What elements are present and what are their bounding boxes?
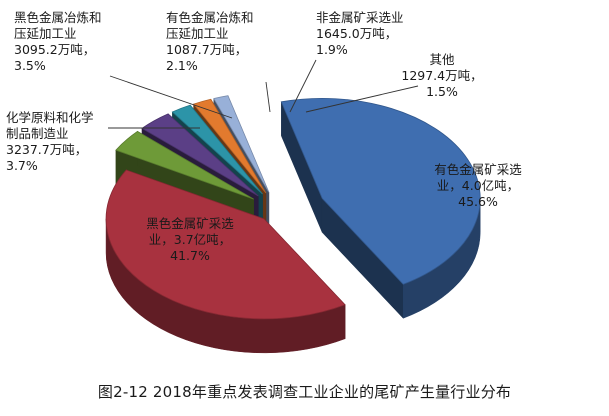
leader-line	[109, 75, 233, 119]
slice-label-line: 1087.7万吨，	[166, 42, 247, 57]
leader-line	[265, 81, 271, 113]
slice-label-line: 41.7%	[170, 248, 210, 263]
figure-caption: 图2-12 2018年重点发表调查工业企业的尾矿产生量行业分布	[97, 383, 512, 401]
slice-label-line: 有色金属矿采选	[434, 162, 522, 177]
slice-label-1: 有色金属矿采选业，4.0亿吨， 45.6%	[434, 162, 522, 209]
slice-label-line: 压延加工业	[166, 26, 229, 41]
slice-label-2: 黑色金属矿采选业，3.7亿吨， 41.7%	[146, 216, 234, 263]
slice-label-6: 非金属矿采选业 1645.0万吨， 1.9%	[316, 10, 404, 57]
slice-label-line: 黑色金属矿采选	[146, 216, 234, 231]
slice-label-line: 1.5%	[426, 84, 458, 99]
slice-label-line: 业，4.0亿吨，	[437, 178, 519, 193]
pie-slice-3	[115, 130, 254, 200]
pie-slice-6	[192, 98, 267, 194]
slice-label-line: 1645.0万吨，	[316, 26, 397, 41]
pie-slice-5	[171, 104, 263, 195]
slice-label-7: 其他 1297.4万吨， 1.5%	[401, 52, 482, 99]
slice-label-5: 有色金属冶炼和压延加工业 1087.7万吨， 2.1%	[166, 10, 254, 73]
slice-label-line: 化学原料和化学	[6, 110, 94, 125]
pie-slice-2	[105, 169, 346, 320]
slice-label-line: 3237.7万吨，	[6, 142, 87, 157]
slice-label-line: 有色金属冶炼和	[166, 10, 254, 25]
pie-slice-1	[280, 98, 481, 285]
slice-label-line: 业，3.7亿吨，	[149, 232, 231, 247]
slice-label-line: 压延加工业	[14, 26, 77, 41]
leader-line	[305, 85, 419, 113]
slice-label-line: 黑色金属冶炼和	[14, 10, 102, 25]
slice-label-4: 黑色金属冶炼和压延加工业 3095.2万吨， 3.5%	[14, 10, 102, 73]
slice-label-line: 其他	[429, 52, 455, 67]
slice-label-line: 3.5%	[14, 58, 46, 73]
slice-label-line: 3095.2万吨，	[14, 42, 95, 57]
slice-label-line: 2.1%	[166, 58, 198, 73]
slice-label-line: 制品制造业	[6, 126, 69, 141]
slice-label-line: 3.7%	[6, 158, 38, 173]
leader-line	[289, 59, 317, 113]
slice-label-line: 1.9%	[316, 42, 348, 57]
slice-label-line: 45.6%	[458, 194, 498, 209]
slice-label-line: 非金属矿采选业	[316, 10, 404, 25]
pie-slice-7	[213, 95, 270, 193]
slice-label-line: 1297.4万吨，	[401, 68, 482, 83]
slice-label-3: 化学原料和化学制品制造业 3237.7万吨， 3.7%	[6, 110, 94, 173]
